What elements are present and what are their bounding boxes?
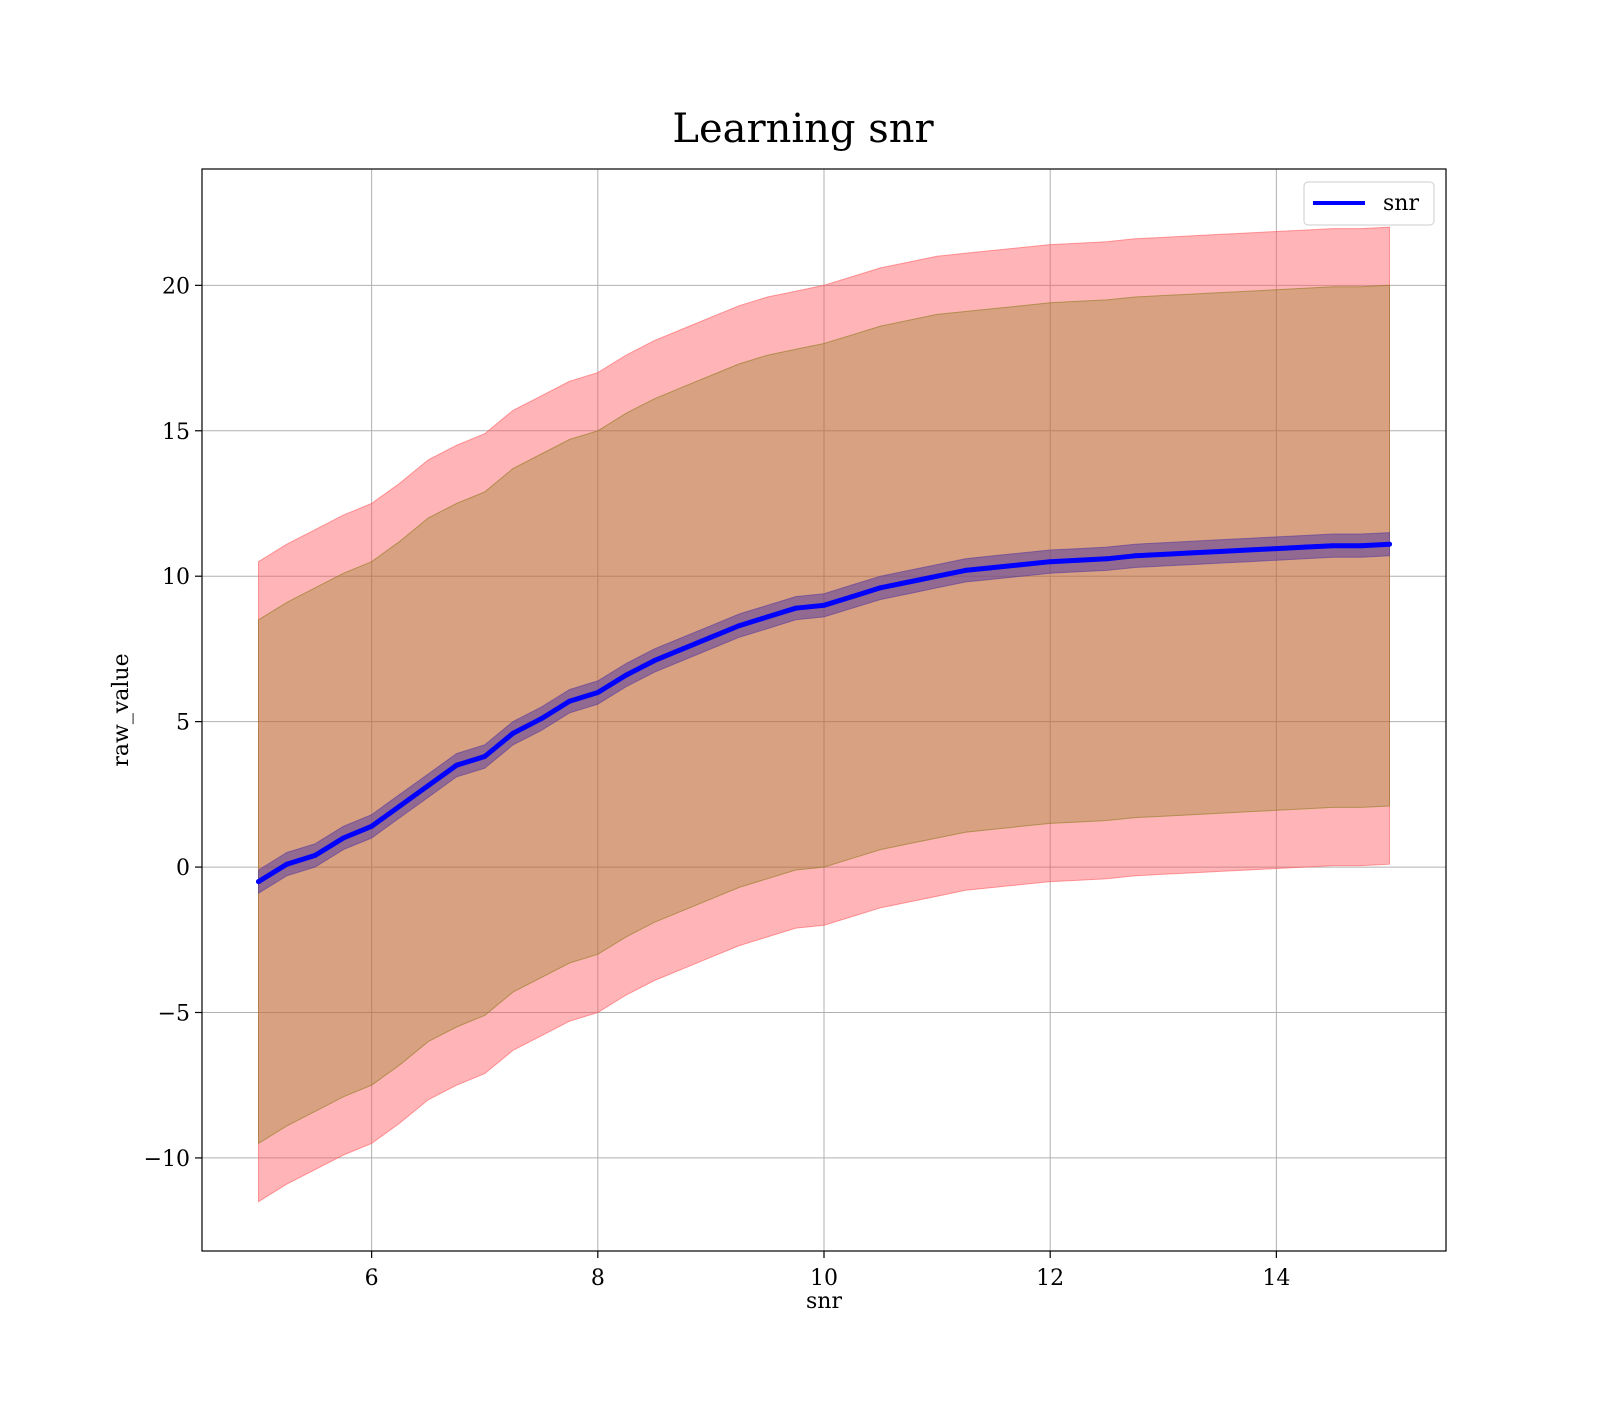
data-point [425,783,431,789]
legend-box [1303,181,1435,226]
data-point [1104,556,1110,562]
grid-layer [202,169,1446,1251]
data-point [821,602,827,608]
data-point [736,623,742,629]
data-point [765,614,770,620]
y-tick-label: −10 [144,1147,190,1172]
data-point [397,803,403,809]
data-point [849,594,855,600]
x-axis-label: snr [806,1289,842,1314]
data-point [1076,557,1081,563]
y-axis-ticks: −10 −5 0 5 10 15 20 [144,274,202,1172]
data-point [538,716,544,722]
x-tick-label: 6 [365,1266,379,1291]
data-point [567,698,572,704]
data-point [1217,549,1223,554]
y-tick-label: −5 [158,1001,190,1026]
data-point [256,879,261,885]
data-point [1189,550,1194,556]
data-point [312,852,318,858]
x-axis-ticks: 6 8 10 12 14 [365,1251,1290,1291]
confidence-band [258,284,1390,1145]
data-point [623,672,629,678]
y-tick-label: 15 [162,420,190,445]
chart-title: Learning snr [672,106,934,152]
data-point [651,658,657,664]
y-axis-label: raw_value [109,653,134,766]
data-point [1160,551,1166,557]
data-point [369,823,375,829]
x-tick-label: 8 [591,1266,605,1291]
y-tick-label: 5 [176,711,190,736]
line-layer [256,541,1392,885]
data-point [793,605,799,611]
data-point [1302,544,1308,550]
data-point [340,835,346,841]
data-point [510,730,516,736]
data-point [1273,546,1279,552]
data-point [1330,543,1336,549]
x-tick-label: 14 [1262,1266,1290,1291]
data-point [1387,541,1392,547]
legend-label-snr: snr [1383,191,1419,216]
legend: snr [1303,181,1435,226]
x-tick-label: 10 [810,1266,838,1291]
data-point [708,634,714,640]
data-point [284,861,290,867]
data-point [454,762,459,768]
data-point [595,690,601,695]
y-tick-label: 20 [162,274,190,299]
data-point [934,573,940,579]
data-point [1019,562,1025,568]
data-point [906,579,912,585]
y-tick-label: 0 [176,856,190,881]
data-point [680,646,686,652]
confidence-band [258,226,1390,1203]
data-point [1132,553,1138,559]
data-point [962,567,968,573]
x-tick-label: 12 [1036,1266,1064,1291]
data-point [878,585,883,591]
data-point [1245,547,1251,553]
data-point [1358,543,1364,549]
y-tick-label: 10 [162,565,190,590]
data-point [1047,559,1053,565]
data-point [482,754,488,759]
data-point [991,565,997,570]
